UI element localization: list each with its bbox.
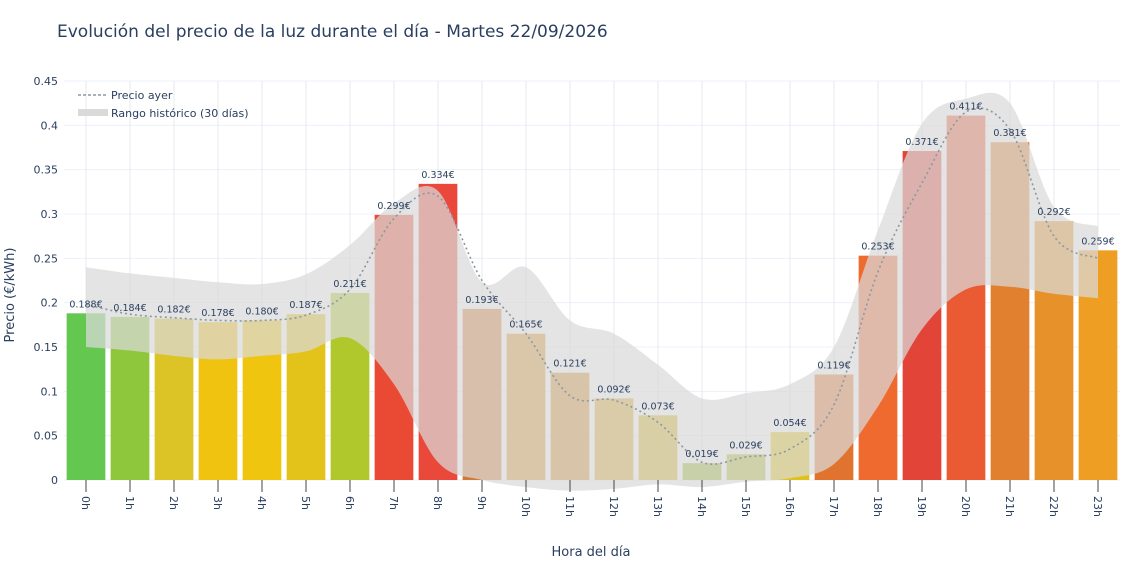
bar-value-label: 0.188€ — [69, 299, 102, 310]
x-tick-label: 17h — [827, 496, 840, 517]
band-layer — [86, 92, 1098, 491]
x-tick-label: 2h — [167, 496, 180, 510]
bar-value-label: 0.182€ — [157, 305, 190, 316]
y-tick-label: 0.45 — [34, 75, 59, 88]
bar-value-label: 0.253€ — [861, 242, 894, 253]
x-tick-label: 12h — [607, 496, 620, 517]
x-tick-label: 18h — [871, 496, 884, 517]
bar-value-label: 0.381€ — [993, 128, 1026, 139]
x-tick-label: 22h — [1047, 496, 1060, 517]
x-tick-label: 5h — [299, 496, 312, 510]
legend: Precio ayer Rango histórico (30 días) — [78, 89, 249, 120]
bar-value-label: 0.019€ — [685, 449, 718, 460]
bar-value-label: 0.193€ — [465, 295, 498, 306]
bar-value-label: 0.211€ — [333, 279, 366, 290]
bar-value-label: 0.411€ — [949, 102, 982, 113]
bar-value-label: 0.259€ — [1081, 236, 1114, 247]
x-tick-label: 13h — [651, 496, 664, 517]
legend-swatch-rango-historico — [78, 109, 108, 116]
y-tick-label: 0.15 — [34, 341, 59, 354]
x-tick-label: 11h — [563, 496, 576, 517]
y-tick-label: 0 — [51, 474, 58, 487]
line-layer — [85, 107, 1099, 465]
y-tick-label: 0.4 — [41, 119, 59, 132]
bar-value-label: 0.187€ — [289, 300, 322, 311]
y-axis-title: Precio (€/kWh) — [3, 248, 18, 343]
bar-value-label: 0.029€ — [729, 440, 762, 451]
x-tick-label: 19h — [915, 496, 928, 517]
y-tick-label: 0.25 — [34, 252, 59, 265]
x-tick-label: 0h — [79, 496, 92, 510]
x-tick-label: 8h — [431, 496, 444, 510]
bar-value-label: 0.165€ — [509, 320, 542, 331]
x-tick-label: 20h — [959, 496, 972, 517]
yesterday-price-line — [85, 107, 1099, 465]
x-axis-title: Hora del día — [552, 545, 631, 560]
chart-title: Evolución del precio de la luz durante e… — [57, 22, 608, 42]
y-tick-label: 0.05 — [34, 430, 59, 443]
y-tick-label: 0.3 — [41, 208, 59, 221]
legend-label-precio-ayer: Precio ayer — [111, 89, 173, 102]
y-tick-label: 0.2 — [41, 297, 59, 310]
x-tick-label: 7h — [387, 496, 400, 510]
x-tick-label: 14h — [695, 496, 708, 517]
bar-value-label: 0.371€ — [905, 137, 938, 148]
bar-value-label: 0.178€ — [201, 308, 234, 319]
legend-label-rango-historico: Rango histórico (30 días) — [111, 107, 249, 120]
bar-value-label: 0.180€ — [245, 306, 278, 317]
bar-value-label: 0.092€ — [597, 384, 630, 395]
x-tick-label: 16h — [783, 496, 796, 517]
x-tick-label: 4h — [255, 496, 268, 510]
axis-layer: Precio (€/kWh) Hora del día 0 0.05 0.1 0.15… — [3, 75, 1104, 560]
bar-value-label: 0.334€ — [421, 170, 454, 181]
y-tick-label: 0.1 — [41, 385, 59, 398]
bar-value-label: 0.184€ — [113, 303, 146, 314]
bar-value-label: 0.073€ — [641, 401, 674, 412]
historical-range-band — [86, 92, 1098, 491]
bar-value-label: 0.292€ — [1037, 207, 1070, 218]
bar-value-label: 0.054€ — [773, 418, 806, 429]
x-tick-label: 21h — [1003, 496, 1016, 517]
x-tick-label: 1h — [123, 496, 136, 510]
x-tick-label: 10h — [519, 496, 532, 517]
x-tick-label: 9h — [475, 496, 488, 510]
x-tick-label: 3h — [211, 496, 224, 510]
label-layer: 0.188€ 0.184€ 0.182€ 0.178€ 0.180€ 0.187€ 0.21… — [69, 102, 1114, 461]
bar-value-label: 0.121€ — [553, 359, 586, 370]
x-tick-label: 23h — [1091, 496, 1104, 517]
bar-value-label: 0.119€ — [817, 360, 850, 371]
bar-value-label: 0.299€ — [377, 201, 410, 212]
x-tick-label: 6h — [343, 496, 356, 510]
y-tick-label: 0.35 — [34, 164, 59, 177]
x-tick-label: 15h — [739, 496, 752, 517]
